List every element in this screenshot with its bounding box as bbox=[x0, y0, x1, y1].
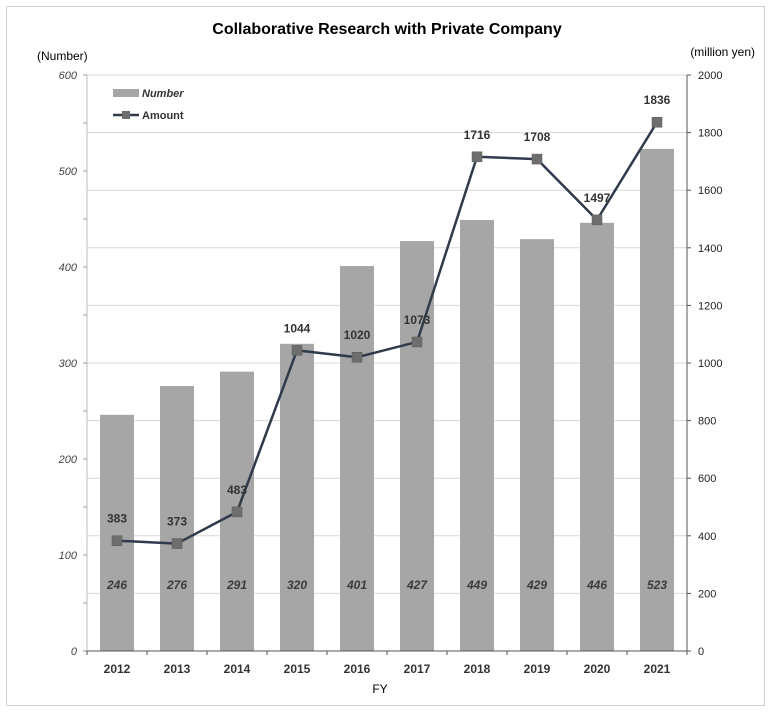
legend-label-number: Number bbox=[142, 88, 184, 100]
x-axis-tick-label: 2019 bbox=[524, 662, 551, 676]
bar-2013 bbox=[160, 386, 194, 651]
bar-value-label: 523 bbox=[647, 578, 667, 592]
amount-value-label: 1708 bbox=[524, 130, 551, 144]
right-axis-tick-label: 200 bbox=[698, 588, 716, 600]
bar-value-label: 320 bbox=[287, 578, 307, 592]
tick-labels: 0 100 200 300 400 500 600 0 200 400 600 800 1000 1200… bbox=[58, 70, 723, 676]
left-axis-tick-label: 200 bbox=[58, 454, 78, 466]
line-series-amount: 383 373 483 1044 1020 1073 1716 1708 1497 1836 bbox=[107, 93, 671, 549]
left-axis-tick-label: 100 bbox=[59, 550, 78, 562]
axes bbox=[83, 74, 691, 655]
left-axis-tick-label: 600 bbox=[59, 70, 78, 82]
bar-2021 bbox=[640, 148, 674, 652]
legend-swatch-number bbox=[113, 89, 139, 97]
amount-value-label: 1716 bbox=[464, 128, 491, 142]
bar-value-label: 276 bbox=[166, 578, 187, 592]
x-axis-tick-label: 2016 bbox=[344, 662, 371, 676]
amount-marker-2017 bbox=[411, 336, 423, 348]
amount-marker-2018 bbox=[471, 151, 483, 163]
left-axis-tick-label: 400 bbox=[59, 262, 78, 274]
x-axis-title: FY bbox=[372, 682, 387, 696]
chart-title: Collaborative Research with Private Comp… bbox=[212, 21, 562, 38]
bar-value-label: 246 bbox=[106, 578, 127, 592]
amount-marker-2014 bbox=[231, 506, 243, 518]
bar-2020 bbox=[580, 222, 614, 651]
combo-chart: Collaborative Research with Private Comp… bbox=[37, 21, 755, 696]
x-axis-tick-label: 2020 bbox=[584, 662, 611, 676]
bar-value-label: 429 bbox=[526, 578, 547, 592]
right-axis-tick-label: 0 bbox=[698, 646, 704, 658]
bar-value-label: 427 bbox=[406, 578, 428, 592]
x-axis-tick-label: 2021 bbox=[644, 662, 671, 676]
amount-value-label: 373 bbox=[167, 515, 187, 529]
amount-marker-2021 bbox=[651, 116, 663, 128]
x-axis-tick-label: 2017 bbox=[404, 662, 431, 676]
bar-value-label: 446 bbox=[586, 578, 607, 592]
bar-value-label: 401 bbox=[346, 578, 367, 592]
amount-marker-2016 bbox=[351, 351, 363, 363]
bar-2016 bbox=[340, 266, 374, 651]
right-axis-tick-label: 600 bbox=[698, 473, 716, 485]
x-axis-tick-label: 2012 bbox=[104, 662, 131, 676]
x-axis-tick-label: 2015 bbox=[284, 662, 311, 676]
amount-value-label: 483 bbox=[227, 483, 247, 497]
amount-marker-2019 bbox=[531, 153, 543, 165]
legend-swatch-amount-marker bbox=[122, 111, 130, 119]
amount-marker-2013 bbox=[171, 538, 183, 549]
right-axis-tick-label: 2000 bbox=[698, 70, 722, 82]
amount-marker-2015 bbox=[291, 345, 303, 356]
right-axis-tick-label: 800 bbox=[698, 416, 716, 428]
amount-line bbox=[116, 121, 659, 545]
left-axis-tick-label: 0 bbox=[71, 646, 78, 658]
amount-value-label: 1044 bbox=[284, 321, 311, 335]
left-axis-tick-label: 300 bbox=[59, 358, 78, 370]
legend: Number Amount bbox=[113, 88, 184, 122]
left-axis-unit: (Number) bbox=[37, 49, 88, 63]
right-axis-unit: (million yen) bbox=[690, 45, 755, 59]
chart-frame: Collaborative Research with Private Comp… bbox=[6, 6, 765, 706]
left-axis-tick-label: 500 bbox=[59, 166, 78, 178]
bar-2015 bbox=[280, 343, 314, 651]
x-axis-tick-label: 2014 bbox=[224, 662, 251, 676]
amount-marker-2020 bbox=[591, 214, 603, 226]
amount-value-label: 1073 bbox=[404, 313, 431, 327]
amount-value-label: 383 bbox=[107, 512, 127, 526]
amount-value-label: 1020 bbox=[344, 328, 371, 342]
legend-label-amount: Amount bbox=[142, 110, 184, 122]
bar-2019 bbox=[520, 239, 554, 651]
x-axis-tick-label: 2013 bbox=[164, 662, 191, 676]
bar-2012 bbox=[100, 414, 134, 651]
right-axis-tick-label: 1000 bbox=[698, 358, 722, 370]
bar-series-number: 246 276 291 320 401 427 449 429 446 523 bbox=[100, 148, 674, 652]
right-axis-tick-label: 1400 bbox=[698, 243, 722, 255]
amount-value-label: 1836 bbox=[644, 93, 671, 107]
bar-value-label: 291 bbox=[226, 578, 247, 592]
bar-value-label: 449 bbox=[466, 578, 487, 592]
right-axis-tick-label: 1600 bbox=[698, 185, 722, 197]
amount-value-label: 1497 bbox=[584, 191, 611, 205]
right-axis-tick-label: 400 bbox=[698, 531, 716, 543]
right-axis-tick-label: 1200 bbox=[698, 300, 722, 312]
right-axis-tick-label: 1800 bbox=[698, 128, 722, 140]
amount-marker-2012 bbox=[111, 535, 123, 546]
bar-2018 bbox=[460, 219, 494, 651]
x-axis-tick-label: 2018 bbox=[464, 662, 491, 676]
